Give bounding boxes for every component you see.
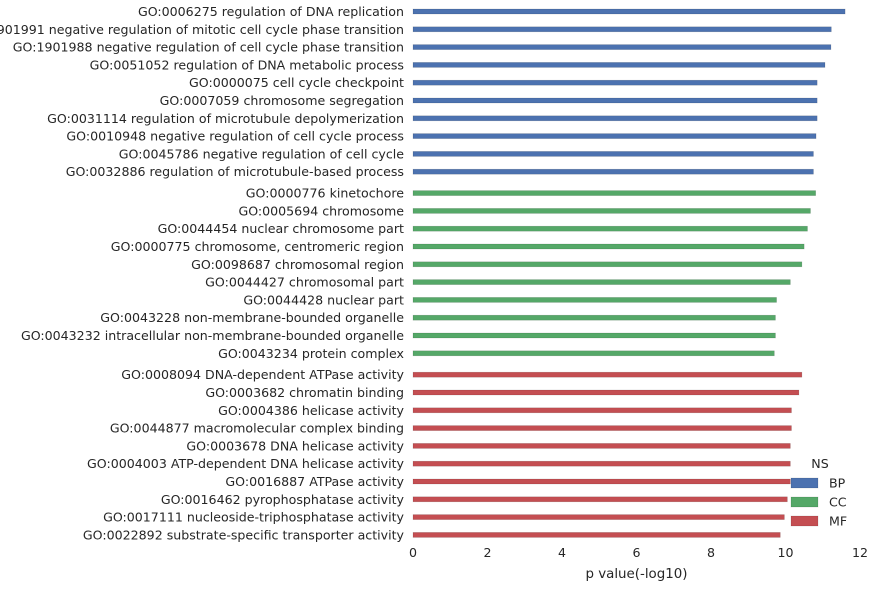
bar-mf <box>412 514 785 520</box>
bar-bp <box>412 62 826 68</box>
category-label: GO:0045786 negative regulation of cell c… <box>119 146 404 161</box>
bar-mf <box>412 496 788 503</box>
category-label: GO:0022892 substrate-specific transporte… <box>83 527 405 542</box>
bar-cc <box>412 225 808 232</box>
bar-mf <box>412 443 791 449</box>
legend-swatch-bp <box>790 477 819 489</box>
bars-layer <box>412 8 846 538</box>
legend-swatch-cc <box>790 496 819 508</box>
bar-cc <box>412 314 776 321</box>
bar-bp <box>412 44 832 50</box>
category-label: GO:0017111 nucleoside-triphosphatase act… <box>103 510 404 525</box>
category-label: GO:0000775 chromosome, centromeric regio… <box>111 239 404 254</box>
bar-cc <box>412 297 777 303</box>
category-label: GO:0098687 chromosomal region <box>191 257 404 272</box>
x-tick-label: 2 <box>483 545 491 560</box>
category-label: GO:0007059 chromosome segregation <box>160 93 404 108</box>
category-labels-layer: GO:0006275 regulation of DNA replication… <box>0 4 405 542</box>
category-label: GO:0005694 chromosome <box>238 203 404 218</box>
x-tick-label: 0 <box>409 545 417 560</box>
category-label: GO:0043228 non-membrane-bounded organell… <box>100 310 404 325</box>
bar-cc <box>412 208 811 214</box>
category-label: GO:1901991 negative regulation of mitoti… <box>0 22 404 37</box>
category-label: GO:0004386 helicase activity <box>218 403 404 418</box>
bar-bp <box>412 97 818 104</box>
category-label: GO:0043232 intracellular non-membrane-bo… <box>21 328 404 343</box>
x-tick-label: 10 <box>777 545 793 560</box>
legend-label-mf: MF <box>829 514 847 529</box>
category-label: GO:0006275 regulation of DNA replication <box>138 4 404 19</box>
bar-mf <box>412 407 792 414</box>
x-axis: 0 2 4 6 8 10 12 p value(-log10) <box>409 545 868 582</box>
category-label: GO:0010948 negative regulation of cell c… <box>66 129 404 144</box>
category-label: GO:0000776 kinetochore <box>246 186 404 201</box>
legend-label-cc: CC <box>829 495 847 510</box>
category-label: GO:0051052 regulation of DNA metabolic p… <box>90 57 404 72</box>
x-axis-label: p value(-log10) <box>585 567 687 582</box>
category-label: GO:0000075 cell cycle checkpoint <box>189 75 404 90</box>
category-label: GO:0004003 ATP-dependent DNA helicase ac… <box>87 456 404 471</box>
x-tick-label: 4 <box>558 545 566 560</box>
category-label: GO:0016887 ATPase activity <box>225 474 404 489</box>
bar-mf <box>412 425 792 431</box>
category-label: GO:0043234 protein complex <box>218 346 404 361</box>
legend-label-bp: BP <box>829 476 846 491</box>
bar-cc <box>412 190 816 196</box>
category-label: GO:1901988 negative regulation of cell c… <box>13 40 404 55</box>
bar-mf <box>412 532 781 538</box>
x-tick-label: 12 <box>852 545 868 560</box>
bar-mf <box>412 389 800 396</box>
category-label: GO:0031114 regulation of microtubule dep… <box>47 111 404 126</box>
bar-bp <box>412 133 817 139</box>
category-label: GO:0008094 DNA-dependent ATPase activity <box>121 367 404 382</box>
bar-bp <box>412 79 818 86</box>
bar-bp <box>412 151 814 157</box>
category-label: GO:0003678 DNA helicase activity <box>186 438 404 453</box>
bar-bp <box>412 26 832 33</box>
bar-cc <box>412 279 791 285</box>
category-label: GO:0016462 pyrophosphatase activity <box>161 492 405 507</box>
bar-cc <box>412 350 775 357</box>
bar-bp <box>412 168 814 175</box>
x-tick-label: 8 <box>707 545 715 560</box>
bar-cc <box>412 243 805 250</box>
bar-bp <box>412 115 818 122</box>
category-label: GO:0003682 chromatin binding <box>205 385 404 400</box>
bar-bp <box>412 8 846 15</box>
bar-cc <box>412 261 803 268</box>
category-label: GO:0044877 macromolecular complex bindin… <box>110 421 404 436</box>
legend-swatch-mf <box>790 515 819 527</box>
category-label: GO:0044427 chromosomal part <box>205 275 404 290</box>
bar-mf <box>412 460 791 467</box>
legend-title: NS <box>811 456 828 471</box>
bar-mf <box>412 371 803 378</box>
x-tick-label: 6 <box>632 545 640 560</box>
category-label: GO:0044454 nuclear chromosome part <box>158 221 404 236</box>
bar-mf <box>412 478 791 485</box>
category-label: GO:0044428 nuclear part <box>243 292 404 307</box>
bar-cc <box>412 332 776 339</box>
category-label: GO:0032886 regulation of microtubule-bas… <box>66 164 404 179</box>
